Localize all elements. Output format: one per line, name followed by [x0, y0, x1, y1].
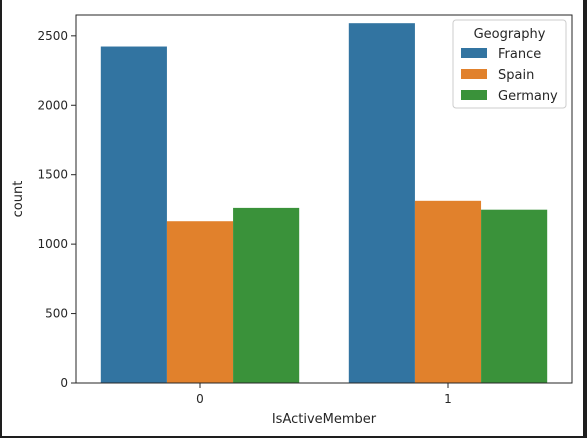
legend-swatch-france [461, 48, 487, 58]
y-tick-label: 2500 [37, 29, 68, 43]
legend-swatch-germany [461, 90, 487, 100]
bars-layer [100, 23, 548, 384]
legend-label-spain: Spain [498, 68, 534, 83]
y-tick-label: 2000 [37, 98, 68, 112]
x-tick-label: 0 [196, 392, 204, 406]
plot-frame [75, 14, 573, 384]
bar-germany-1 [481, 209, 548, 383]
bar-spain-1 [414, 200, 482, 383]
legend-label-germany: Germany [498, 89, 558, 104]
x-axis-label: IsActiveMember [272, 412, 377, 427]
y-tick-label: 1500 [37, 168, 68, 182]
legend-title: Geography [474, 27, 546, 42]
y-axis-label: count [11, 181, 26, 218]
legend: Geography France Spain Germany [452, 19, 567, 109]
y-tick-label: 0 [60, 376, 68, 390]
legend-box [452, 19, 567, 109]
legend-swatch-spain [461, 69, 487, 79]
y-axis: 0 500 1000 1500 2000 2500 [37, 29, 76, 390]
bar-germany-0 [233, 207, 300, 383]
bar-spain-0 [166, 221, 234, 383]
x-tick-label: 1 [444, 392, 452, 406]
y-tick-label: 1000 [37, 237, 68, 251]
legend-label-france: France [498, 47, 541, 62]
bar-france-1 [348, 23, 415, 383]
bar-france-0 [100, 46, 167, 384]
y-tick-label: 500 [45, 307, 68, 321]
